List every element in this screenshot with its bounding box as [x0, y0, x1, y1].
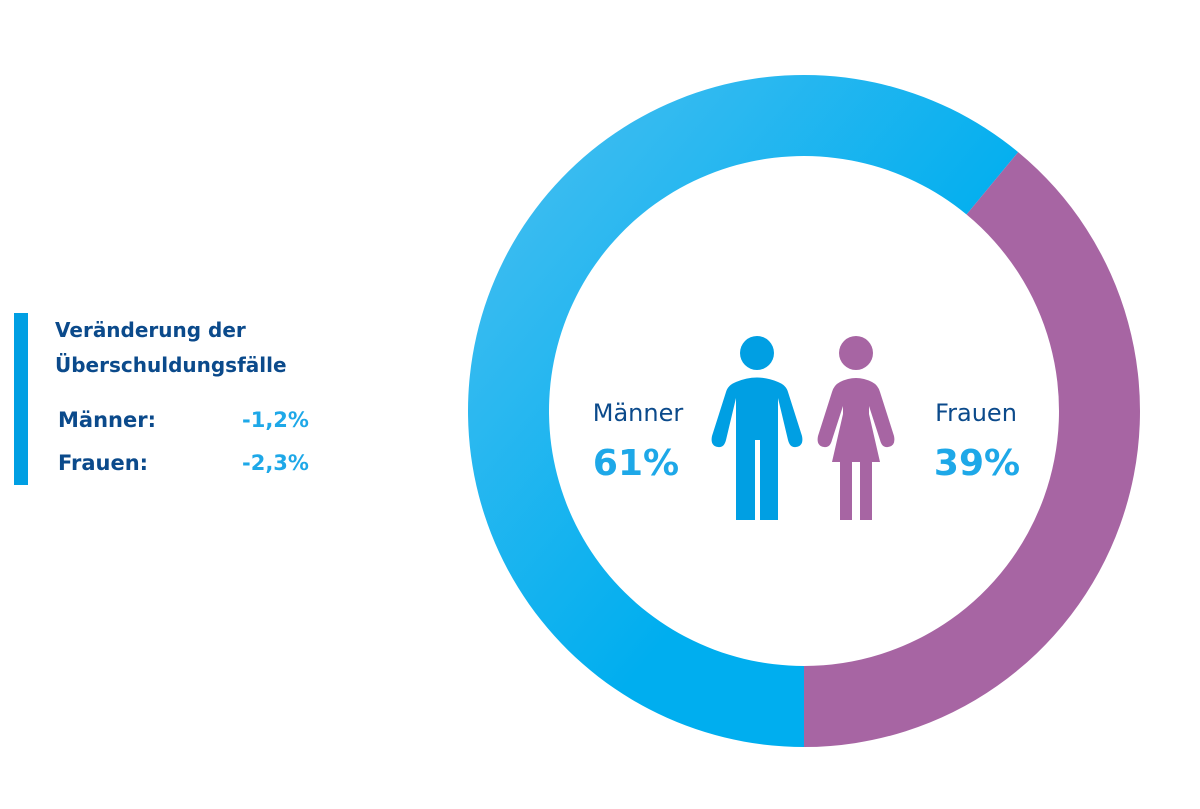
legend-row-men: Männer: -1,2%	[58, 408, 309, 432]
legend-title-line-1: Veränderung der	[55, 318, 246, 342]
legend-title: Veränderung der Überschuldungsfälle	[55, 313, 375, 383]
slice-women	[804, 152, 1140, 747]
legend-label: Frauen:	[58, 451, 149, 475]
label-women-name: Frauen	[935, 399, 1017, 427]
legend-accent-bar	[14, 313, 28, 485]
legend-value: -2,3%	[242, 451, 309, 475]
legend-label: Männer:	[58, 408, 156, 432]
label-women-value: 39%	[934, 443, 1020, 484]
legend-row-women: Frauen: -2,3%	[58, 451, 309, 475]
woman-icon	[817, 336, 895, 520]
slice-men	[467, 74, 1019, 747]
label-men-name: Männer	[593, 399, 684, 427]
man-icon	[711, 336, 803, 520]
label-men-value: 61%	[593, 443, 679, 484]
legend-title-line-2: Überschuldungsfälle	[55, 353, 287, 377]
legend-value: -1,2%	[242, 408, 309, 432]
